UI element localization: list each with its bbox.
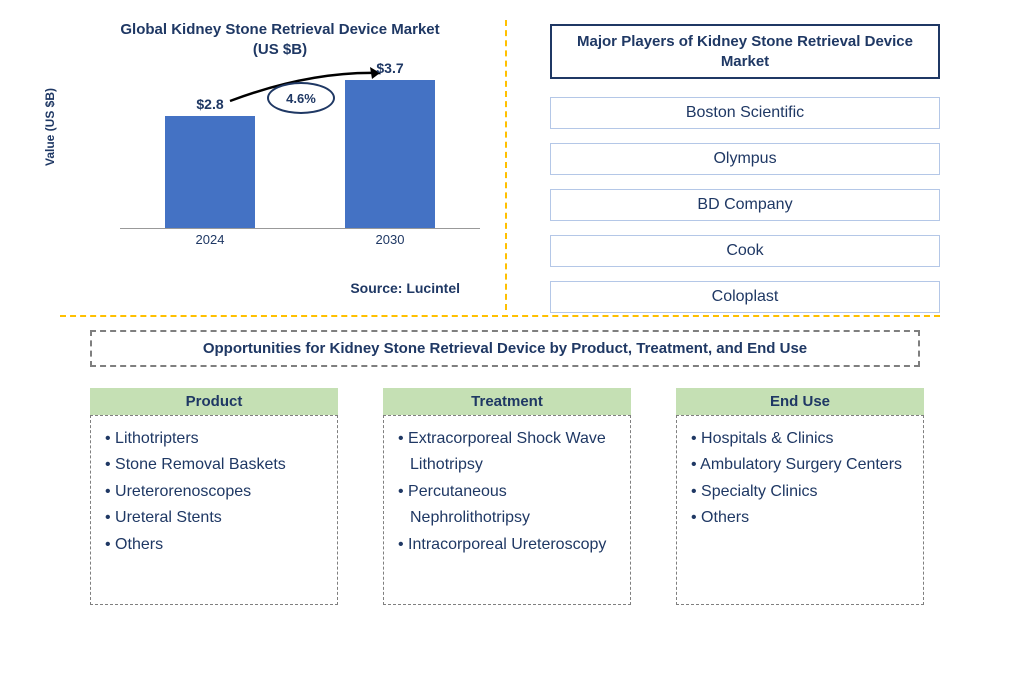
bar-2030 [345, 80, 435, 228]
opp-item: Stone Removal Baskets [105, 452, 323, 478]
source-label: Source: Lucintel [350, 280, 460, 296]
opportunities-column-product: Product Lithotripters Stone Removal Bask… [90, 388, 338, 605]
opp-item: Others [105, 532, 323, 558]
opp-item: Ureterorenoscopes [105, 479, 323, 505]
bar-2024 [165, 116, 255, 228]
opp-list-product: Lithotripters Stone Removal Baskets Uret… [90, 415, 338, 605]
chart-area: Value (US $B) $2.8 2024 $3.7 2030 4.6% [40, 69, 520, 259]
players-title: Major Players of Kidney Stone Retrieval … [550, 24, 940, 79]
opp-header-product: Product [90, 388, 338, 415]
bar-label-2030: $3.7 [345, 60, 435, 76]
chart-plot: $2.8 2024 $3.7 2030 4.6% [120, 69, 480, 229]
opportunities-column-treatment: Treatment Extracorporeal Shock Wave Lith… [383, 388, 631, 605]
growth-rate-badge: 4.6% [267, 82, 335, 114]
players-section: Major Players of Kidney Stone Retrieval … [520, 20, 940, 327]
x-tick-2024: 2024 [165, 232, 255, 247]
opp-item: Specialty Clinics [691, 479, 909, 505]
opp-item: Lithotripters [105, 426, 323, 452]
chart-section: Global Kidney Stone Retrieval Device Mar… [40, 20, 520, 327]
opportunities-column-enduse: End Use Hospitals & Clinics Ambulatory S… [676, 388, 924, 605]
x-tick-2030: 2030 [345, 232, 435, 247]
opp-item: Hospitals & Clinics [691, 426, 909, 452]
opp-item: Others [691, 505, 909, 531]
player-row: Coloplast [550, 281, 940, 313]
player-row: BD Company [550, 189, 940, 221]
opp-header-treatment: Treatment [383, 388, 631, 415]
y-axis-label: Value (US $B) [43, 88, 57, 166]
opp-item: Percutaneous Nephrolithotripsy [398, 479, 616, 532]
vertical-divider [505, 20, 507, 310]
opportunities-title: Opportunities for Kidney Stone Retrieval… [90, 330, 920, 367]
growth-rate-value: 4.6% [286, 91, 316, 106]
opp-list-enduse: Hospitals & Clinics Ambulatory Surgery C… [676, 415, 924, 605]
player-row: Cook [550, 235, 940, 267]
opportunities-row: Product Lithotripters Stone Removal Bask… [90, 388, 924, 605]
bar-label-2024: $2.8 [165, 96, 255, 112]
opp-item: Ambulatory Surgery Centers [691, 452, 909, 478]
opp-list-treatment: Extracorporeal Shock Wave Lithotripsy Pe… [383, 415, 631, 605]
opp-item: Ureteral Stents [105, 505, 323, 531]
opp-item: Intracorporeal Ureteroscopy [398, 532, 616, 558]
opp-item: Extracorporeal Shock Wave Lithotripsy [398, 426, 616, 479]
player-row: Olympus [550, 143, 940, 175]
horizontal-divider [60, 315, 940, 317]
player-row: Boston Scientific [550, 97, 940, 129]
opp-header-enduse: End Use [676, 388, 924, 415]
chart-title: Global Kidney Stone Retrieval Device Mar… [40, 20, 520, 59]
